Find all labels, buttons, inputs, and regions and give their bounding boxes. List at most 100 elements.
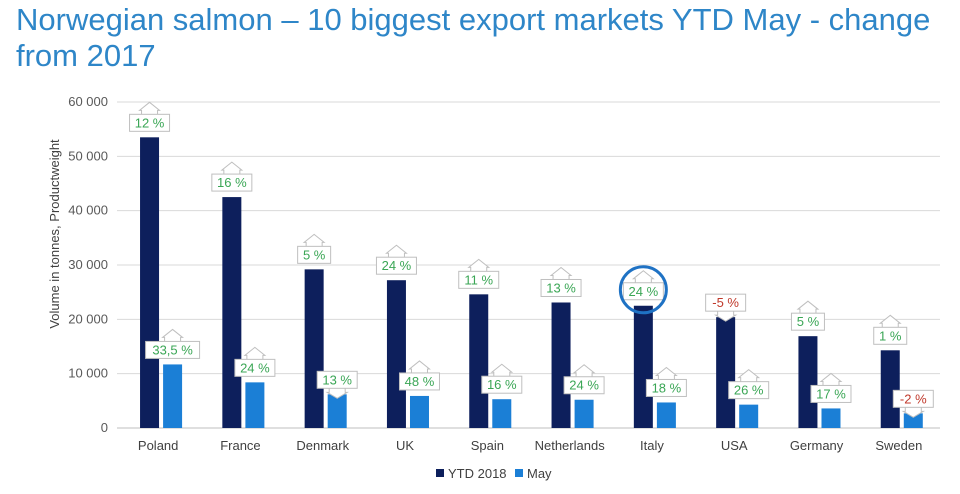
data-label-may: 13 % [322,372,352,387]
data-label-box [645,378,687,397]
data-label-may: 33,5 % [152,342,193,357]
legend-swatch-ytd [436,469,444,477]
data-label-box [316,370,358,389]
chart-title: Norwegian salmon – 10 biggest export mar… [16,2,931,73]
x-category-label: Sweden [875,438,922,453]
data-label-may: 18 % [652,380,682,395]
bar-may [739,404,759,428]
change-arrow-up [549,266,573,280]
data-label-box [398,372,440,391]
data-label-box [622,282,664,301]
data-label-box [458,270,500,289]
change-arrow-up [572,364,596,377]
data-label-box [540,278,582,297]
change-arrow-up [631,270,655,283]
data-label-ytd: 5 % [797,314,820,329]
y-axis-label: Volume in tonnes, Productweight [47,139,62,329]
change-arrow-up [302,233,326,247]
change-arrow-down [713,311,738,322]
data-label-box [892,389,934,408]
bar-ytd-2018 [716,317,736,428]
x-category-label: Italy [640,438,664,453]
highlight-circle [618,265,668,315]
y-tick-label: 10 000 [68,366,108,381]
data-label-box [375,256,417,275]
bar-may [903,413,923,428]
legend: YTD 2018 May [436,466,552,481]
data-label-ytd: 24 % [382,258,412,273]
data-label-box [810,384,852,403]
bar-may [163,364,183,428]
change-arrow-up [490,363,514,377]
data-label-ytd: 12 % [135,115,165,130]
bars [140,137,923,429]
change-arrow-up [220,161,244,175]
change-arrow-up [408,360,431,373]
data-label-box [211,173,253,192]
y-tick-label: 60 000 [68,94,108,109]
bar-may [574,399,594,428]
data-label-may: -2 % [900,391,927,406]
change-arrow-up [385,244,408,258]
data-label-box [129,113,171,132]
change-arrow-up [796,300,820,314]
data-label-ytd: 13 % [546,280,576,295]
change-arrow-down [325,388,349,399]
bar-may [409,395,429,428]
data-label-box [873,326,908,345]
change-arrow-up [138,101,161,115]
data-label-box [145,340,201,359]
change-arrow-up [467,258,491,272]
bar-ytd-2018 [880,350,900,428]
data-label-ytd: 11 % [464,272,493,287]
bar-ytd-2018 [386,280,406,428]
y-tick-label: 0 [101,420,108,435]
y-tick-label: 20 000 [68,311,108,326]
bar-ytd-2018 [551,302,571,428]
bar-may [327,394,347,428]
x-axis-categories: Poland France Denmark UK Spain Netherlands Ita… [138,438,922,453]
y-tick-label: 30 000 [68,257,108,272]
x-category-label: USA [721,438,748,453]
y-axis-ticks: 0 10 000 20 000 30 000 40 000 50 000 60 000 [68,94,108,435]
bar-may [245,382,265,428]
legend-swatch-may [515,469,523,477]
data-label-may: 16 % [487,377,517,392]
x-category-label: UK [396,438,414,453]
data-label-may: 48 % [405,374,435,389]
y-tick-label: 40 000 [68,203,108,218]
data-label-box [234,358,276,377]
change-arrow-up [878,314,902,328]
data-label-box [728,381,770,400]
y-tick-label: 50 000 [68,148,108,163]
data-label-box [297,245,332,264]
bar-ytd-2018 [140,137,160,429]
data-label-ytd: -5 % [712,295,739,310]
change-arrow-up [243,346,267,360]
data-label-ytd: 5 % [303,247,326,262]
x-category-label: Denmark [296,438,349,453]
x-category-label: Netherlands [535,438,606,453]
bar-may [492,399,512,428]
data-label-may: 24 % [569,378,599,393]
bar-may [656,402,676,428]
data-labels: 12 % 33,5 % 16 % 24 % 5 % 13 % 24 % 48 % 11 % 16 … [129,101,934,418]
bar-ytd-2018 [798,336,818,428]
x-category-label: France [220,438,260,453]
data-label-may: 24 % [240,360,270,375]
x-category-label: Poland [138,438,178,453]
change-arrow-up [819,372,843,386]
bar-ytd-2018 [304,269,324,428]
data-label-box [563,376,605,395]
x-category-label: Germany [790,438,844,453]
data-label-box [790,312,825,331]
change-arrow-up [737,368,761,382]
bar-ytd-2018 [469,294,489,428]
data-label-may: 26 % [734,383,764,398]
data-label-box [705,293,747,312]
change-arrow-up [161,328,185,342]
bar-ytd-2018 [633,305,653,428]
data-label-ytd: 24 % [629,284,659,299]
bar-ytd-2018 [222,197,242,428]
